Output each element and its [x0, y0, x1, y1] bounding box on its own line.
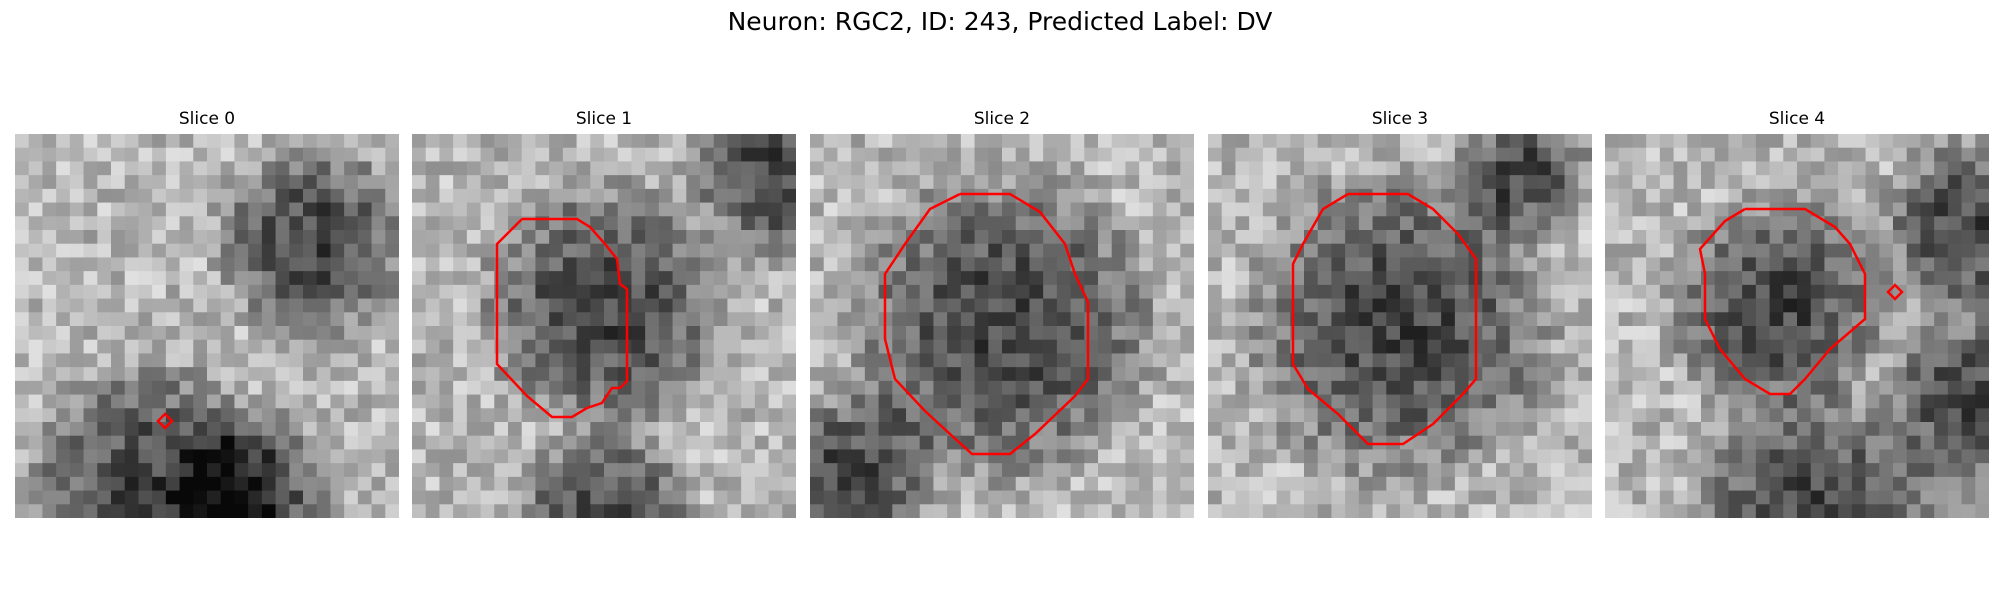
slice-image	[810, 134, 1194, 518]
slice-panel-3: Slice 3	[1208, 108, 1592, 518]
slice-title: Slice 3	[1371, 109, 1429, 129]
microscopy-pixels	[412, 134, 796, 518]
slice-image	[15, 134, 399, 518]
slice-title: Slice 1	[575, 109, 633, 129]
roi-contour	[883, 192, 1090, 456]
roi-contour	[1698, 207, 1867, 396]
figure-title: Neuron: RGC2, ID: 243, Predicted Label: …	[727, 7, 1273, 36]
slice-panel-2: Slice 2	[810, 108, 1194, 518]
roi-marker	[156, 412, 174, 430]
slice-title: Slice 4	[1768, 109, 1826, 129]
slice-title: Slice 0	[178, 109, 236, 129]
slice-image	[1605, 134, 1989, 518]
microscopy-pixels	[1208, 134, 1592, 518]
slice-panel-1: Slice 1	[412, 108, 796, 518]
slice-image	[412, 134, 796, 518]
roi-marker	[1886, 283, 1904, 301]
microscopy-pixels	[810, 134, 1194, 518]
slice-image	[1208, 134, 1592, 518]
slice-panel-0: Slice 0	[15, 108, 399, 518]
slice-panel-4: Slice 4	[1605, 108, 1989, 518]
roi-contour	[495, 217, 629, 419]
microscopy-pixels	[15, 134, 399, 518]
slice-title: Slice 2	[973, 109, 1031, 129]
roi-contour	[1291, 192, 1478, 446]
microscopy-pixels	[1605, 134, 1989, 518]
